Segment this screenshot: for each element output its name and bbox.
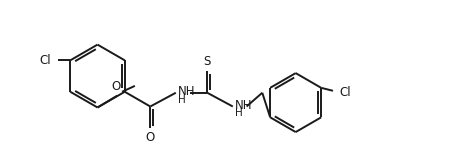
Text: O: O	[146, 131, 155, 144]
Text: Cl: Cl	[339, 86, 350, 99]
Text: O: O	[111, 80, 121, 93]
Text: Cl: Cl	[39, 54, 50, 67]
Text: S: S	[204, 55, 211, 68]
Text: NH: NH	[235, 99, 252, 112]
Text: NH: NH	[178, 85, 195, 98]
Text: H: H	[178, 95, 186, 105]
Text: H: H	[235, 108, 242, 118]
